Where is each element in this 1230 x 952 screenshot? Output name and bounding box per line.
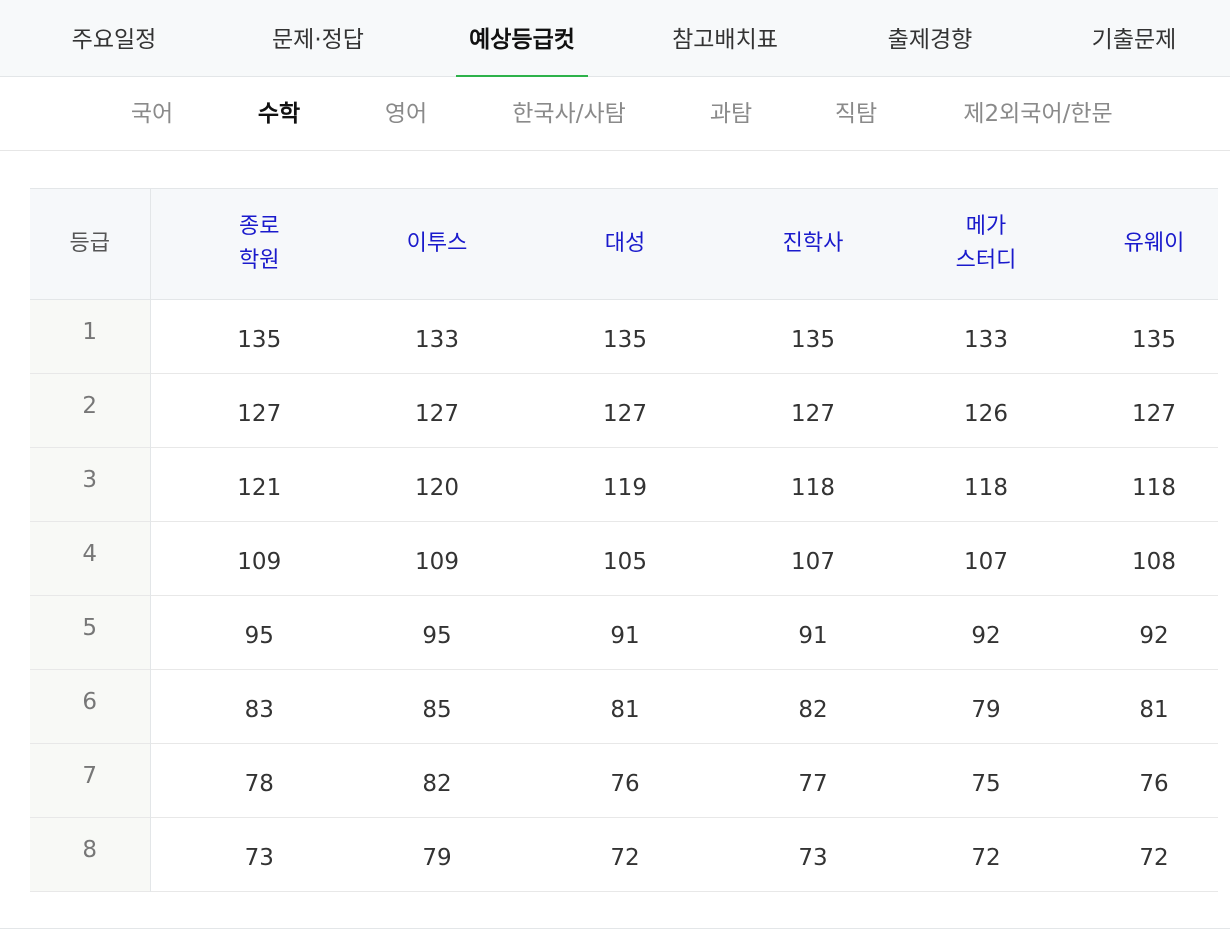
provider-name-line: 대성 [604, 231, 646, 256]
score-cell: 72 [971, 844, 1001, 871]
grade-cell: 3 [30, 447, 151, 522]
score-cell: 133 [964, 326, 1008, 353]
score-cell: 76 [1139, 770, 1169, 797]
grade-cell: 7 [30, 743, 151, 818]
table-row: 8 73 79 72 73 72 72 [30, 817, 1218, 892]
score-cell: 105 [603, 548, 647, 575]
provider-name-line: 메가 [965, 214, 1007, 239]
score-cell: 79 [971, 696, 1001, 723]
table-row: 1 135 133 135 135 133 135 [30, 299, 1218, 374]
score-cell: 118 [1132, 474, 1176, 501]
score-cell: 135 [791, 326, 835, 353]
score-cell: 81 [610, 696, 640, 723]
divider [0, 928, 1230, 929]
score-cell: 73 [244, 844, 274, 871]
table-row: 7 78 82 76 77 75 76 [30, 743, 1218, 818]
score-cell: 118 [964, 474, 1008, 501]
grade-cell: 1 [30, 299, 151, 374]
score-cell: 92 [1139, 622, 1169, 649]
provider-name-line: 종로 [239, 214, 280, 239]
score-cell: 92 [971, 622, 1001, 649]
score-cell: 109 [237, 548, 282, 575]
provider-name-line: 이투스 [406, 231, 468, 256]
score-cell: 95 [244, 622, 274, 649]
table-row: 2 127 127 127 127 126 127 [30, 373, 1218, 448]
grade-cell: 6 [30, 669, 151, 744]
score-cell: 107 [791, 548, 835, 575]
score-cell: 133 [415, 326, 459, 353]
score-cell: 72 [1139, 844, 1169, 871]
table-body: 1 135 133 135 135 133 135 2 127 127 127 127 126 127 3 1… [30, 299, 1218, 892]
score-cell: 127 [415, 400, 459, 427]
table-row: 3 121 120 119 118 118 118 [30, 447, 1218, 522]
score-cell: 95 [422, 622, 452, 649]
grade-cell: 4 [30, 521, 151, 596]
grade-column-header: 등급 [30, 188, 151, 300]
score-cell: 107 [964, 548, 1008, 575]
score-cell: 73 [798, 844, 828, 871]
score-cell: 126 [964, 400, 1008, 427]
score-cell: 127 [237, 400, 282, 427]
subtab-history-social[interactable]: 한국사/사탐 [512, 101, 626, 127]
grade-cell: 5 [30, 595, 151, 670]
provider-header: 대성 [506, 188, 744, 300]
score-cell: 127 [1132, 400, 1176, 427]
provider-header: 진학사 [744, 188, 882, 300]
table-row: 6 83 85 81 82 79 81 [30, 669, 1218, 744]
provider-header: 이투스 [368, 188, 506, 300]
score-cell: 135 [1132, 326, 1176, 353]
top-nav: 주요일정 문제·정답 예상등급컷 참고배치표 출제경향 기출문제 [0, 0, 1230, 77]
score-cell: 127 [603, 400, 647, 427]
score-cell: 79 [422, 844, 452, 871]
subtab-second-language[interactable]: 제2외국어/한문 [963, 101, 1113, 127]
tab-questions-answers[interactable]: 문제·정답 [272, 27, 364, 53]
provider-name-line: 진학사 [782, 231, 844, 256]
subtab-vocational[interactable]: 직탐 [834, 101, 878, 127]
score-cell: 121 [237, 474, 282, 501]
subtab-science[interactable]: 과탐 [709, 101, 753, 127]
score-cell: 91 [610, 622, 640, 649]
grade-cell: 2 [30, 373, 151, 448]
tab-expected-grade-cut[interactable]: 예상등급컷 [456, 0, 588, 77]
provider-name-line: 학원 [239, 248, 280, 273]
table-row: 4 109 109 105 107 107 108 [30, 521, 1218, 596]
table-row: 5 95 95 91 91 92 92 [30, 595, 1218, 670]
score-cell: 81 [1139, 696, 1169, 723]
score-cell: 77 [798, 770, 828, 797]
provider-name-line: 유웨이 [1123, 231, 1185, 256]
grade-cell: 8 [30, 817, 151, 892]
grade-cut-table: 등급 종로 학원 이투스 대성 진학사 메가 스터디 유웨이 1 135 133 135 1… [30, 188, 1218, 892]
provider-header: 유웨이 [1090, 188, 1218, 300]
tab-main-schedule[interactable]: 주요일정 [71, 27, 157, 53]
score-cell: 91 [798, 622, 828, 649]
score-cell: 135 [603, 326, 647, 353]
score-cell: 75 [971, 770, 1001, 797]
score-cell: 135 [237, 326, 282, 353]
score-cell: 72 [610, 844, 640, 871]
score-cell: 82 [798, 696, 828, 723]
score-cell: 76 [610, 770, 640, 797]
score-cell: 82 [422, 770, 452, 797]
subtab-english[interactable]: 영어 [384, 101, 428, 127]
score-cell: 108 [1132, 548, 1176, 575]
tab-past-exams[interactable]: 기출문제 [1091, 27, 1177, 53]
tab-placement-chart[interactable]: 참고배치표 [672, 27, 778, 53]
subtab-math[interactable]: 수학 [257, 101, 301, 127]
score-cell: 118 [791, 474, 835, 501]
score-cell: 109 [415, 548, 459, 575]
score-cell: 83 [244, 696, 274, 723]
score-cell: 127 [791, 400, 835, 427]
subject-nav: 국어 수학 영어 한국사/사탐 과탐 직탐 제2외국어/한문 [0, 77, 1230, 151]
tab-exam-trends[interactable]: 출제경향 [887, 27, 973, 53]
score-cell: 78 [244, 770, 274, 797]
subtab-korean[interactable]: 국어 [130, 101, 174, 127]
score-cell: 119 [603, 474, 647, 501]
score-cell: 120 [415, 474, 459, 501]
score-cell: 85 [422, 696, 452, 723]
provider-name-line: 스터디 [955, 248, 1017, 273]
